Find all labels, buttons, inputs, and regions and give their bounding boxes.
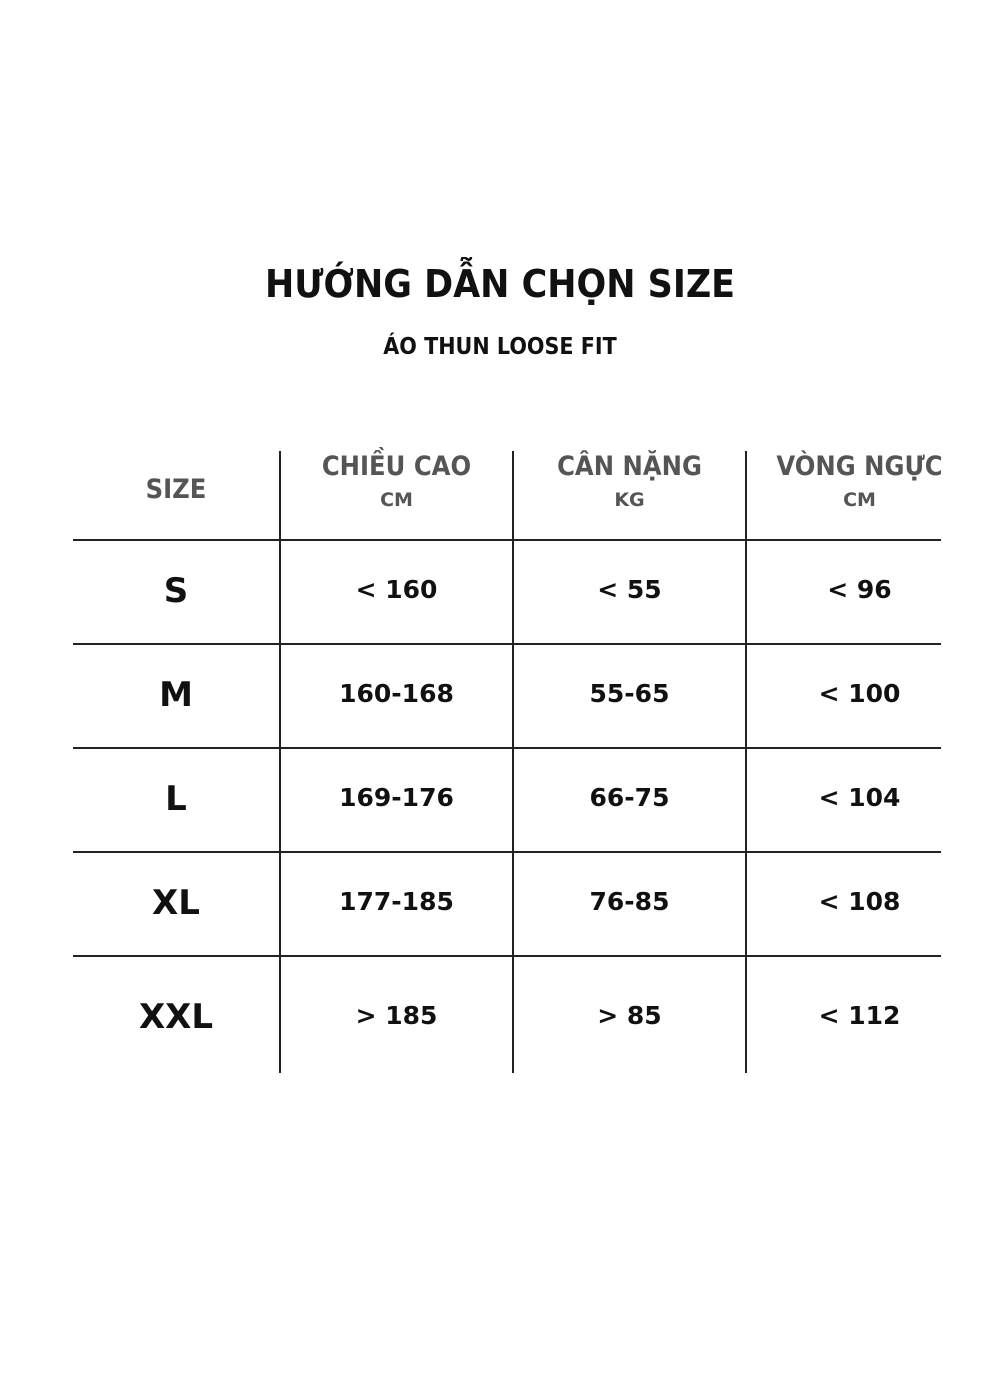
cell-weight: > 85	[597, 1001, 662, 1030]
row-divider	[73, 955, 941, 957]
row-divider	[73, 851, 941, 853]
column-divider	[745, 451, 747, 1073]
cell-weight: 76-85	[589, 887, 670, 916]
header-size: SIZE	[145, 474, 207, 505]
header-chest-unit: CM	[843, 489, 876, 511]
cell-weight: < 55	[597, 575, 662, 604]
column-divider	[512, 451, 514, 1073]
page-subtitle: ÁO THUN LOOSE FIT	[383, 334, 617, 360]
header-weight-unit: KG	[614, 489, 645, 511]
cell-chest: < 100	[818, 679, 901, 708]
cell-height: 160-168	[339, 679, 454, 708]
header-height-unit: CM	[380, 489, 413, 511]
row-divider	[73, 539, 941, 541]
cell-chest: < 104	[818, 783, 901, 812]
cell-weight: 66-75	[589, 783, 670, 812]
cell-height: 177-185	[339, 887, 454, 916]
cell-size: XXL	[138, 997, 214, 1037]
cell-height: 169-176	[339, 783, 454, 812]
page-title: HƯỚNG DẪN CHỌN SIZE	[264, 262, 736, 306]
row-divider	[73, 643, 941, 645]
cell-chest: < 108	[818, 887, 901, 916]
cell-weight: 55-65	[589, 679, 670, 708]
cell-size: S	[163, 571, 189, 611]
cell-chest: < 112	[818, 1001, 901, 1030]
cell-height: < 160	[355, 575, 438, 604]
header-chest: VÒNG NGỰC	[776, 451, 943, 482]
header-weight: CÂN NẶNG	[557, 451, 702, 482]
column-divider	[279, 451, 281, 1073]
cell-size: XL	[152, 883, 200, 923]
header-height: CHIỀU CAO	[321, 451, 472, 482]
row-divider	[73, 747, 941, 749]
cell-size: M	[159, 675, 193, 715]
cell-size: L	[165, 779, 187, 819]
cell-chest: < 96	[827, 575, 892, 604]
cell-height: > 185	[355, 1001, 438, 1030]
